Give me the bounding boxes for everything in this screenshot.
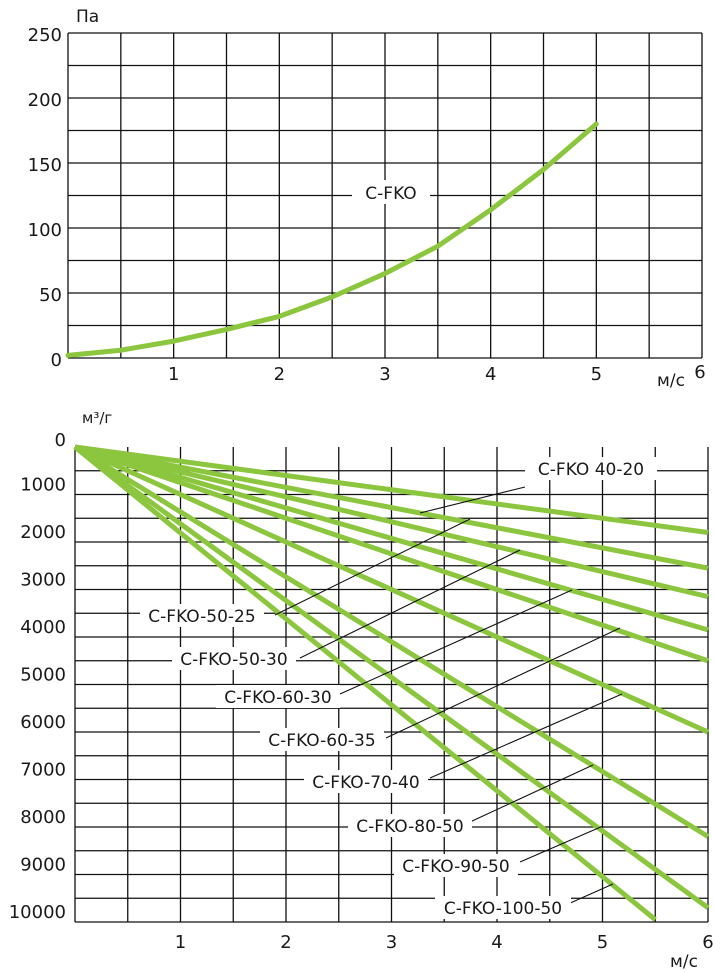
y-axis-label: Па	[76, 7, 99, 27]
airflow-chart: 0 1000 2000 3000 4000 5000 6000 7000 8000 9000 100…	[9, 409, 713, 972]
series-line-c-fko-90-50	[73, 444, 710, 910]
y-tick-label: 50	[39, 285, 62, 306]
leader-line-c-fko-40-20	[419, 486, 526, 514]
series-label-c-fko-60-35: C-FKO-60-35	[268, 731, 375, 751]
series-line-c-fko	[65, 121, 599, 358]
y-tick-label: 5000	[20, 665, 66, 686]
x-tick-label: 2	[280, 932, 291, 953]
series-label-c-fko-80-50: C-FKO-80-50	[356, 817, 463, 837]
x-axis-label: м/с	[670, 952, 698, 972]
series-line-c-fko-50-30	[74, 444, 709, 600]
series-label-bg	[348, 814, 472, 837]
x-tick-label: 6	[694, 362, 705, 383]
y-axis-label: м³/г	[82, 409, 112, 427]
series-label-c-fko-50-30: C-FKO-50-30	[180, 650, 287, 670]
series-line-c-fko-70-40	[73, 444, 710, 735]
y-tick-label: 1000	[20, 475, 66, 496]
series-label-c-fko-100-50: C-FKO-100-50	[444, 899, 562, 919]
y-tick-label: 6000	[20, 712, 66, 733]
series-label-bg	[172, 647, 296, 670]
y-tick-label: 250	[28, 25, 62, 46]
series-label-c-fko-40-20: C-FKO 40-20	[538, 460, 644, 480]
x-tick-label: 4	[491, 932, 502, 953]
leader-line-c-fko-70-40	[429, 693, 623, 779]
leader-line-c-fko-90-50	[519, 825, 604, 863]
x-tick-label: 3	[386, 932, 397, 953]
series-line-c-fko-40-20	[74, 444, 709, 535]
leader-line-c-fko-50-30	[299, 549, 521, 659]
y-tick-label: 3000	[20, 570, 66, 591]
y-tick-label: 200	[28, 90, 62, 111]
x-tick-label: 5	[591, 364, 602, 385]
x-tick-label: 1	[175, 932, 186, 953]
x-tick-label: 3	[379, 364, 390, 385]
series-label-bg	[140, 604, 264, 627]
y-tick-label: 10000	[9, 902, 66, 923]
y-tick-label: 0	[51, 350, 62, 371]
series-label-bg	[260, 728, 384, 751]
series-label-bg	[525, 457, 657, 480]
y-tick-label: 8000	[20, 807, 66, 828]
x-tick-label: 6	[702, 932, 713, 953]
series-label-bg	[304, 770, 428, 793]
series-label-c-fko-70-40: C-FKO-70-40	[312, 773, 419, 793]
series-label-c-fko-90-50: C-FKO-90-50	[402, 857, 509, 877]
series-line-c-fko-80-50	[73, 444, 710, 839]
y-tick-label: 150	[28, 155, 62, 176]
x-axis-label: м/с	[657, 371, 685, 391]
x-tick-label: 2	[274, 364, 285, 385]
series-line-c-fko-60-35	[74, 444, 709, 664]
x-tick-label: 5	[597, 932, 608, 953]
series-label-bg	[394, 854, 518, 877]
leader-line-c-fko-50-25	[274, 518, 471, 616]
series-label-c-fko-60-30: C-FKO-60-30	[224, 688, 331, 708]
leader-line-c-fko-80-50	[469, 764, 594, 823]
series-label-c-fko: C-FKO	[365, 184, 416, 204]
series-label-bg	[216, 685, 340, 708]
leader-line-c-fko-100-50	[567, 883, 614, 905]
y-tick-label: 4000	[20, 617, 66, 638]
y-tick-label: 7000	[20, 760, 66, 781]
y-tick-label: 0	[55, 430, 66, 451]
y-tick-label: 9000	[20, 855, 66, 876]
series-label-bg	[435, 896, 571, 919]
x-tick-label: 4	[485, 364, 496, 385]
series-line-c-fko-50-25	[74, 444, 709, 571]
series-label-bg	[352, 180, 430, 204]
leader-line-c-fko-60-35	[385, 627, 621, 739]
leader-line-c-fko-60-30	[339, 589, 573, 695]
y-tick-label: 2000	[20, 522, 66, 543]
series-label-c-fko-50-25: C-FKO-50-25	[148, 607, 255, 627]
series-line-c-fko-60-30	[74, 444, 709, 633]
pressure-chart: 0 50 100 150 200 250 1 2 3 4 5 6 Па м/с C-FKO	[28, 7, 706, 391]
y-tick-label: 100	[28, 220, 62, 241]
x-tick-label: 1	[168, 364, 179, 385]
